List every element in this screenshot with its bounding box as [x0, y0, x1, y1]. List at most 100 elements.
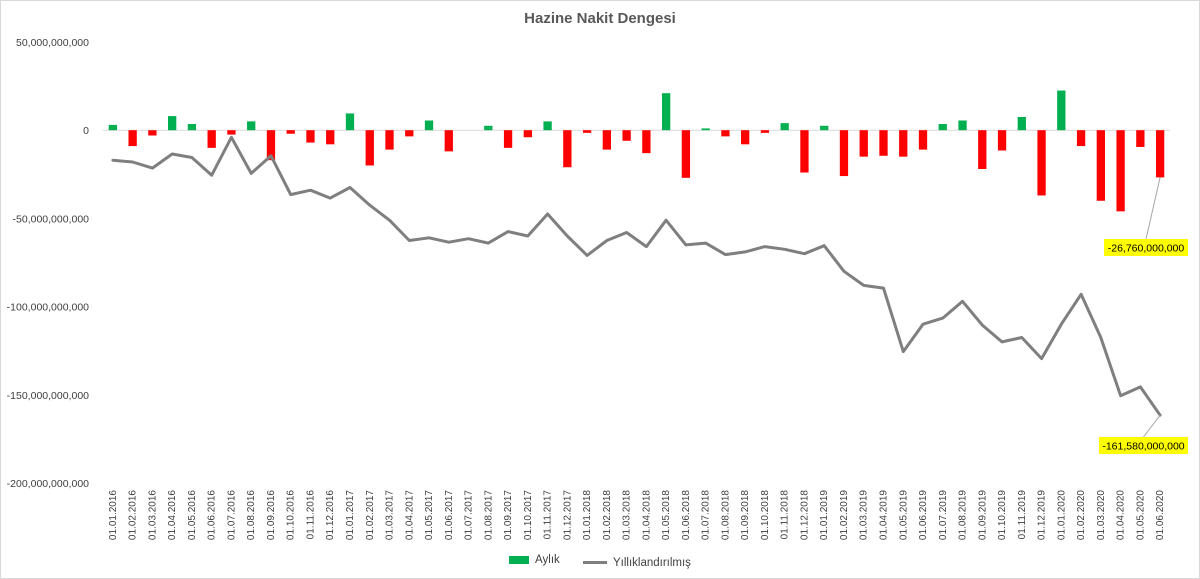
bar [1116, 130, 1125, 212]
bar [424, 120, 434, 131]
callout-leader [1145, 177, 1161, 240]
bar [523, 130, 532, 138]
bar [681, 130, 691, 178]
x-tick-label: 01.01.2017 [345, 490, 356, 540]
x-tick-label: 01.04.2020 [1116, 490, 1127, 540]
bar [997, 130, 1007, 151]
bar [326, 130, 335, 145]
x-tick-label: 01.09.2018 [740, 490, 751, 540]
x-tick-label: 01.04.2017 [404, 490, 415, 540]
bar [760, 130, 770, 133]
bar [642, 130, 651, 154]
bar [444, 130, 453, 152]
data-callouts: -26,760,000,000 -161,580,000,000 [1099, 177, 1188, 454]
chart-title: Hazine Nakit Dengesi [524, 10, 676, 27]
x-tick-label: 01.05.2018 [661, 490, 672, 540]
x-axis: 01.01.2016 01.02.2016 01.03.2016 01.04.2016… [108, 490, 1166, 540]
x-tick-label: 01.08.2017 [483, 490, 494, 540]
bar [839, 130, 849, 177]
x-tick-label: 01.05.2020 [1135, 490, 1146, 540]
bar [958, 120, 967, 131]
x-tick-label: 01.09.2019 [977, 490, 988, 540]
y-tick-label: 0 [83, 125, 89, 137]
x-tick-label: 01.05.2019 [898, 490, 909, 540]
x-tick-label: 01.11.2017 [543, 490, 554, 540]
bar [1037, 130, 1046, 196]
line-series-yilliklandirilmis [111, 135, 1162, 417]
bar [207, 130, 216, 148]
x-tick-label: 01.12.2018 [799, 490, 810, 540]
y-tick-label: -100,000,000,000 [7, 302, 89, 314]
x-tick-label: 01.07.2017 [464, 490, 475, 540]
x-tick-label: 01.03.2016 [147, 490, 158, 540]
bar [108, 124, 118, 131]
x-tick-label: 01.12.2016 [325, 490, 336, 540]
x-tick-label: 01.10.2019 [997, 490, 1008, 540]
legend-item-yilliklandirilmis: Yıllıklandırılmış [582, 557, 691, 569]
x-tick-label: 01.12.2019 [1037, 490, 1048, 540]
legend-swatch-bar [509, 556, 530, 564]
bar [721, 130, 730, 137]
x-tick-label: 01.07.2019 [938, 490, 949, 540]
bar [978, 130, 987, 170]
x-tick-label: 01.02.2017 [365, 490, 376, 540]
bar [879, 130, 888, 156]
x-tick-label: 01.06.2020 [1155, 490, 1166, 540]
y-axis: 50,000,000,000 0 -50,000,000,000 -100,000,0… [7, 37, 89, 490]
x-tick-label: 01.07.2016 [226, 490, 237, 540]
x-tick-label: 01.03.2018 [622, 490, 633, 540]
x-tick-label: 01.06.2019 [918, 490, 929, 540]
x-tick-label: 01.11.2016 [305, 490, 316, 540]
bar [820, 125, 829, 131]
bar [741, 130, 750, 145]
bar [148, 130, 157, 136]
legend-label-aylik: Aylık [535, 554, 560, 566]
x-tick-label: 01.08.2016 [246, 490, 257, 540]
y-tick-label: -50,000,000,000 [13, 213, 90, 225]
legend-item-aylik: Aylık [509, 554, 560, 566]
callout-label: -26,760,000,000 [1108, 243, 1185, 255]
x-tick-label: 01.10.2017 [523, 490, 534, 540]
callout-label: -161,580,000,000 [1102, 441, 1184, 453]
x-tick-label: 01.04.2018 [641, 490, 652, 540]
y-tick-label: 50,000,000,000 [16, 37, 89, 49]
x-tick-label: 01.03.2017 [385, 490, 396, 540]
x-tick-label: 01.09.2016 [266, 490, 277, 540]
x-tick-label: 01.06.2018 [681, 490, 692, 540]
legend-swatch-line [582, 561, 607, 564]
x-tick-label: 01.03.2019 [859, 490, 870, 540]
x-tick-label: 01.04.2019 [878, 490, 889, 540]
x-tick-label: 01.08.2019 [958, 490, 969, 540]
bar [543, 121, 552, 131]
bar [345, 113, 355, 131]
bar [187, 124, 197, 131]
x-tick-label: 01.09.2017 [503, 490, 514, 540]
bar [1096, 130, 1105, 201]
series-line [111, 135, 1162, 417]
bar [938, 124, 947, 131]
x-tick-label: 01.01.2019 [819, 490, 830, 540]
x-tick-label: 01.11.2019 [1017, 490, 1028, 540]
bar [661, 93, 671, 131]
x-tick-label: 01.12.2017 [562, 490, 573, 540]
bar [918, 130, 928, 150]
x-tick-label: 01.05.2017 [424, 490, 435, 540]
callout-leader [1143, 414, 1161, 438]
callout-box [1099, 437, 1188, 454]
x-tick-label: 01.03.2020 [1096, 490, 1107, 540]
y-tick-label: -150,000,000,000 [7, 390, 89, 402]
bar-series-aylik [108, 90, 1165, 212]
x-tick-label: 01.04.2016 [167, 490, 178, 540]
bar [800, 130, 809, 173]
bar [286, 130, 295, 134]
callout-box [1104, 239, 1188, 256]
x-tick-label: 01.08.2018 [720, 490, 731, 540]
bar [1076, 130, 1086, 147]
x-tick-label: 01.06.2017 [444, 490, 455, 540]
x-tick-label: 01.10.2018 [760, 490, 771, 540]
bar [701, 128, 710, 131]
bar [563, 130, 572, 168]
x-tick-label: 01.02.2019 [839, 490, 850, 540]
x-tick-label: 01.05.2016 [187, 490, 198, 540]
bar [582, 130, 592, 133]
